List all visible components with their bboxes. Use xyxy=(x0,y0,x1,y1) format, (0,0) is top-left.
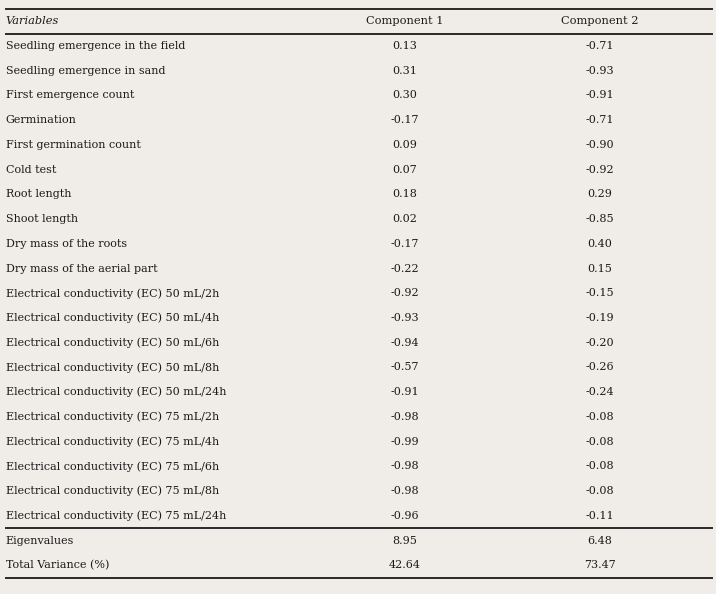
Text: Seedling emergence in the field: Seedling emergence in the field xyxy=(6,41,185,51)
Text: 0.13: 0.13 xyxy=(392,41,417,51)
Text: Eigenvalues: Eigenvalues xyxy=(6,536,74,545)
Text: Electrical conductivity (EC) 75 mL/8h: Electrical conductivity (EC) 75 mL/8h xyxy=(6,486,219,497)
Text: 6.48: 6.48 xyxy=(588,536,612,545)
Text: -0.71: -0.71 xyxy=(586,115,614,125)
Text: 0.15: 0.15 xyxy=(588,264,612,274)
Text: Shoot length: Shoot length xyxy=(6,214,78,224)
Text: -0.92: -0.92 xyxy=(390,288,419,298)
Text: -0.91: -0.91 xyxy=(390,387,419,397)
Text: Total Variance (%): Total Variance (%) xyxy=(6,560,109,570)
Text: -0.94: -0.94 xyxy=(390,338,419,347)
Text: -0.92: -0.92 xyxy=(586,165,614,175)
Text: -0.93: -0.93 xyxy=(390,313,419,323)
Text: 0.18: 0.18 xyxy=(392,189,417,200)
Text: Electrical conductivity (EC) 75 mL/24h: Electrical conductivity (EC) 75 mL/24h xyxy=(6,511,226,521)
Text: -0.98: -0.98 xyxy=(390,412,419,422)
Text: 0.02: 0.02 xyxy=(392,214,417,224)
Text: Component 2: Component 2 xyxy=(561,16,639,26)
Text: Electrical conductivity (EC) 50 mL/8h: Electrical conductivity (EC) 50 mL/8h xyxy=(6,362,219,373)
Text: -0.98: -0.98 xyxy=(390,462,419,472)
Text: -0.99: -0.99 xyxy=(390,437,419,447)
Text: First emergence count: First emergence count xyxy=(6,90,134,100)
Text: -0.24: -0.24 xyxy=(586,387,614,397)
Text: -0.11: -0.11 xyxy=(586,511,614,521)
Text: -0.22: -0.22 xyxy=(390,264,419,274)
Text: -0.08: -0.08 xyxy=(586,486,614,496)
Text: -0.08: -0.08 xyxy=(586,462,614,472)
Text: Electrical conductivity (EC) 50 mL/6h: Electrical conductivity (EC) 50 mL/6h xyxy=(6,337,219,348)
Text: Electrical conductivity (EC) 50 mL/2h: Electrical conductivity (EC) 50 mL/2h xyxy=(6,288,219,299)
Text: First germination count: First germination count xyxy=(6,140,140,150)
Text: -0.17: -0.17 xyxy=(390,239,419,249)
Text: 0.09: 0.09 xyxy=(392,140,417,150)
Text: Electrical conductivity (EC) 50 mL/4h: Electrical conductivity (EC) 50 mL/4h xyxy=(6,312,219,323)
Text: -0.71: -0.71 xyxy=(586,41,614,51)
Text: -0.17: -0.17 xyxy=(390,115,419,125)
Text: -0.15: -0.15 xyxy=(586,288,614,298)
Text: -0.93: -0.93 xyxy=(586,66,614,75)
Text: 0.40: 0.40 xyxy=(588,239,612,249)
Text: -0.85: -0.85 xyxy=(586,214,614,224)
Text: -0.91: -0.91 xyxy=(586,90,614,100)
Text: -0.98: -0.98 xyxy=(390,486,419,496)
Text: 0.07: 0.07 xyxy=(392,165,417,175)
Text: Component 1: Component 1 xyxy=(366,16,443,26)
Text: -0.26: -0.26 xyxy=(586,362,614,372)
Text: 8.95: 8.95 xyxy=(392,536,417,545)
Text: Electrical conductivity (EC) 75 mL/6h: Electrical conductivity (EC) 75 mL/6h xyxy=(6,461,219,472)
Text: -0.90: -0.90 xyxy=(586,140,614,150)
Text: -0.57: -0.57 xyxy=(390,362,419,372)
Text: -0.20: -0.20 xyxy=(586,338,614,347)
Text: Germination: Germination xyxy=(6,115,77,125)
Text: 0.29: 0.29 xyxy=(588,189,612,200)
Text: Seedling emergence in sand: Seedling emergence in sand xyxy=(6,66,165,75)
Text: 42.64: 42.64 xyxy=(389,560,420,570)
Text: Electrical conductivity (EC) 75 mL/4h: Electrical conductivity (EC) 75 mL/4h xyxy=(6,437,219,447)
Text: 0.30: 0.30 xyxy=(392,90,417,100)
Text: Cold test: Cold test xyxy=(6,165,56,175)
Text: 73.47: 73.47 xyxy=(584,560,616,570)
Text: Electrical conductivity (EC) 75 mL/2h: Electrical conductivity (EC) 75 mL/2h xyxy=(6,412,219,422)
Text: Variables: Variables xyxy=(6,16,59,26)
Text: -0.08: -0.08 xyxy=(586,437,614,447)
Text: Dry mass of the roots: Dry mass of the roots xyxy=(6,239,127,249)
Text: -0.08: -0.08 xyxy=(586,412,614,422)
Text: Root length: Root length xyxy=(6,189,71,200)
Text: -0.96: -0.96 xyxy=(390,511,419,521)
Text: Electrical conductivity (EC) 50 mL/24h: Electrical conductivity (EC) 50 mL/24h xyxy=(6,387,226,397)
Text: -0.19: -0.19 xyxy=(586,313,614,323)
Text: 0.31: 0.31 xyxy=(392,66,417,75)
Text: Dry mass of the aerial part: Dry mass of the aerial part xyxy=(6,264,158,274)
